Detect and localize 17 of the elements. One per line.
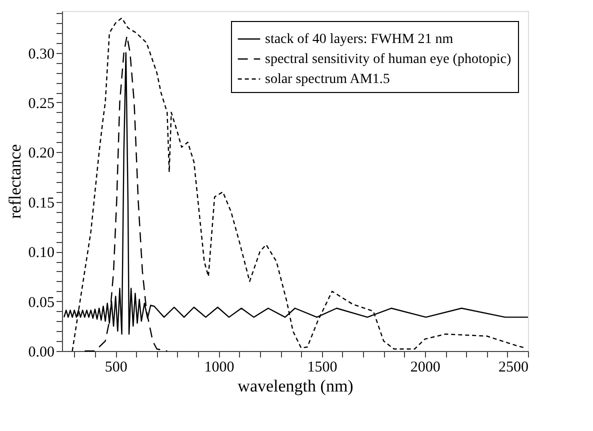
- y-tick-label: 0.25: [28, 96, 54, 112]
- y-tick-label: 0.30: [28, 46, 54, 62]
- legend-label: spectral sensitivity of human eye (photopic): [265, 52, 512, 67]
- y-tick-label: 0.05: [28, 294, 54, 311]
- x-tick-label: 2500: [498, 360, 528, 376]
- x-tick-label: 500: [104, 360, 128, 376]
- x-tick-label: 1500: [307, 360, 338, 376]
- y-tick-label: 0.00: [28, 344, 54, 360]
- x-axis-title: wavelength (nm): [238, 376, 354, 396]
- y-tick-label: 0.20: [28, 146, 54, 162]
- y-tick-label: 0.10: [28, 245, 54, 262]
- y-axis-title: reflectance: [5, 144, 24, 219]
- x-tick-label: 2000: [410, 360, 440, 376]
- legend-label: solar spectrum AM1.5: [265, 72, 390, 87]
- x-tick-label: 1000: [204, 360, 234, 376]
- legend-label: stack of 40 layers: FWHM 21 nm: [265, 32, 454, 47]
- y-tick-label: 0.15: [28, 195, 54, 212]
